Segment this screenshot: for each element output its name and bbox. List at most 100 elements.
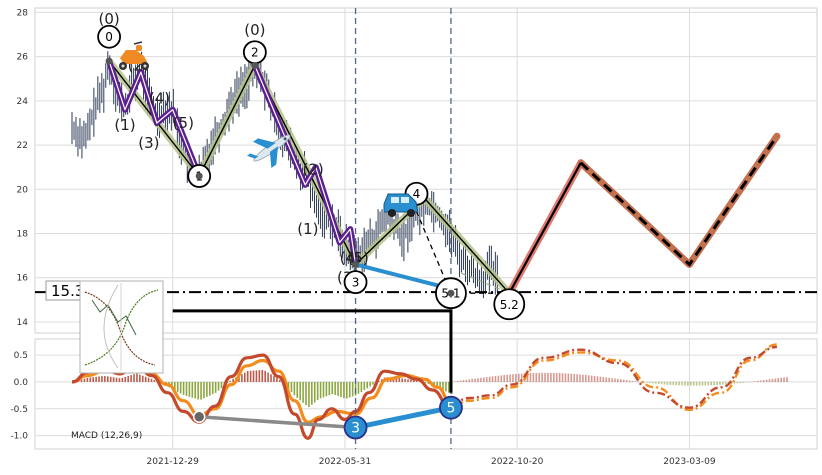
pivot-dot	[251, 61, 259, 69]
histogram-bar	[456, 380, 459, 382]
histogram-bar	[313, 381, 316, 403]
minor-wave-core	[108, 60, 200, 177]
histogram-bar	[203, 381, 205, 399]
histogram-bar	[485, 377, 488, 382]
histogram-bar	[185, 381, 188, 396]
histogram-bar	[550, 372, 552, 382]
histogram-bar	[707, 381, 710, 386]
histogram-bar	[124, 376, 127, 382]
histogram-bar	[293, 381, 296, 396]
histogram-bar	[98, 376, 100, 382]
histogram-bar	[517, 373, 520, 382]
histogram-bar	[415, 380, 418, 382]
histogram-bar	[582, 374, 584, 382]
wave-label-circle	[97, 24, 121, 49]
histogram-bar	[273, 376, 275, 382]
histogram-bar	[343, 381, 345, 399]
histogram-bar	[567, 373, 570, 382]
histogram-bar	[445, 381, 447, 392]
histogram-bar	[328, 381, 331, 396]
histogram-bar	[404, 378, 406, 382]
histogram-bar	[308, 381, 310, 408]
histogram-bar	[296, 381, 299, 398]
wave-label-text: (0)	[244, 21, 265, 39]
histogram-bar	[774, 378, 777, 382]
price-y-tick-label: 24	[17, 97, 29, 107]
wave-label-text: 2	[251, 46, 259, 60]
histogram-bar	[608, 377, 610, 382]
price-y-tick-label: 16	[17, 274, 29, 284]
histogram-bar	[555, 372, 558, 382]
histogram-bar	[652, 381, 654, 384]
x-tick-label: 2022-10-20	[491, 457, 544, 467]
macd-gray-connector	[199, 415, 356, 430]
histogram-bar	[596, 376, 599, 382]
histogram-bar	[643, 381, 645, 383]
wave-label-circle	[493, 288, 526, 321]
histogram-bar	[500, 375, 503, 382]
histogram-bar	[494, 376, 497, 382]
histogram-bar	[249, 370, 252, 382]
histogram-bar	[305, 381, 307, 406]
histogram-bar	[197, 381, 199, 400]
histogram-bar	[182, 381, 185, 395]
histogram-bar	[220, 381, 223, 389]
wave-label-text: (5)	[173, 114, 194, 132]
wave-lines	[106, 58, 781, 297]
wave-label-circle	[343, 270, 368, 295]
pivot-dot	[105, 57, 113, 65]
histogram-bar	[121, 377, 124, 382]
histogram-bar	[465, 379, 468, 382]
macd-legend-label: MACD (12,26,9)	[71, 431, 142, 441]
histogram-bar	[602, 377, 605, 382]
histogram-bar	[637, 381, 640, 383]
histogram-bar	[299, 381, 301, 401]
histogram-bar	[133, 374, 135, 382]
histogram-bar	[139, 374, 141, 382]
wave-label-text: (1)	[114, 116, 135, 134]
histogram-bar	[290, 381, 293, 393]
histogram-bar	[101, 376, 103, 382]
histogram-bar	[675, 381, 678, 386]
histogram-bar	[360, 381, 363, 392]
histogram-bar	[704, 381, 707, 386]
histogram-bar	[783, 377, 785, 382]
macd-wave-marker-text: 3	[351, 421, 360, 437]
histogram-bar	[433, 381, 436, 387]
histogram-bar	[724, 381, 727, 385]
histogram-bar	[468, 379, 471, 382]
histogram-bar	[713, 381, 715, 386]
histogram-bar	[573, 373, 575, 382]
histogram-bar	[509, 374, 511, 382]
histogram-bar	[754, 381, 756, 382]
histogram-bar	[112, 377, 115, 382]
histogram-bar	[483, 377, 485, 382]
histogram-bar	[252, 370, 255, 382]
chart-thumbnail-icon	[79, 280, 164, 374]
histogram-bar	[150, 378, 153, 382]
histogram-bar	[722, 381, 724, 385]
wave-label-text: (3)	[138, 134, 159, 152]
airplane-icon	[246, 134, 291, 168]
histogram-bar	[398, 378, 401, 382]
histogram-bar	[106, 376, 109, 382]
histogram-bar	[631, 380, 634, 382]
histogram-bar	[585, 375, 587, 382]
histogram-bar	[211, 381, 214, 395]
histogram-bar	[622, 379, 625, 382]
histogram-bar	[698, 381, 701, 386]
wave-label-text: (1)	[297, 220, 318, 238]
price-y-tick-label: 20	[17, 185, 29, 195]
histogram-bar	[640, 381, 643, 383]
histogram-bar	[427, 381, 430, 385]
histogram-bar	[276, 377, 278, 382]
histogram-bar	[701, 381, 704, 386]
macd-blue-connector	[355, 405, 452, 430]
histogram-bar	[515, 373, 517, 382]
macd-y-tick-label: 0.0	[14, 378, 29, 388]
histogram-bar	[348, 381, 351, 398]
histogram-bar	[771, 378, 774, 382]
price-y-tick-label: 26	[17, 53, 29, 63]
histogram-bar	[762, 380, 765, 382]
histogram-bar	[529, 373, 532, 382]
